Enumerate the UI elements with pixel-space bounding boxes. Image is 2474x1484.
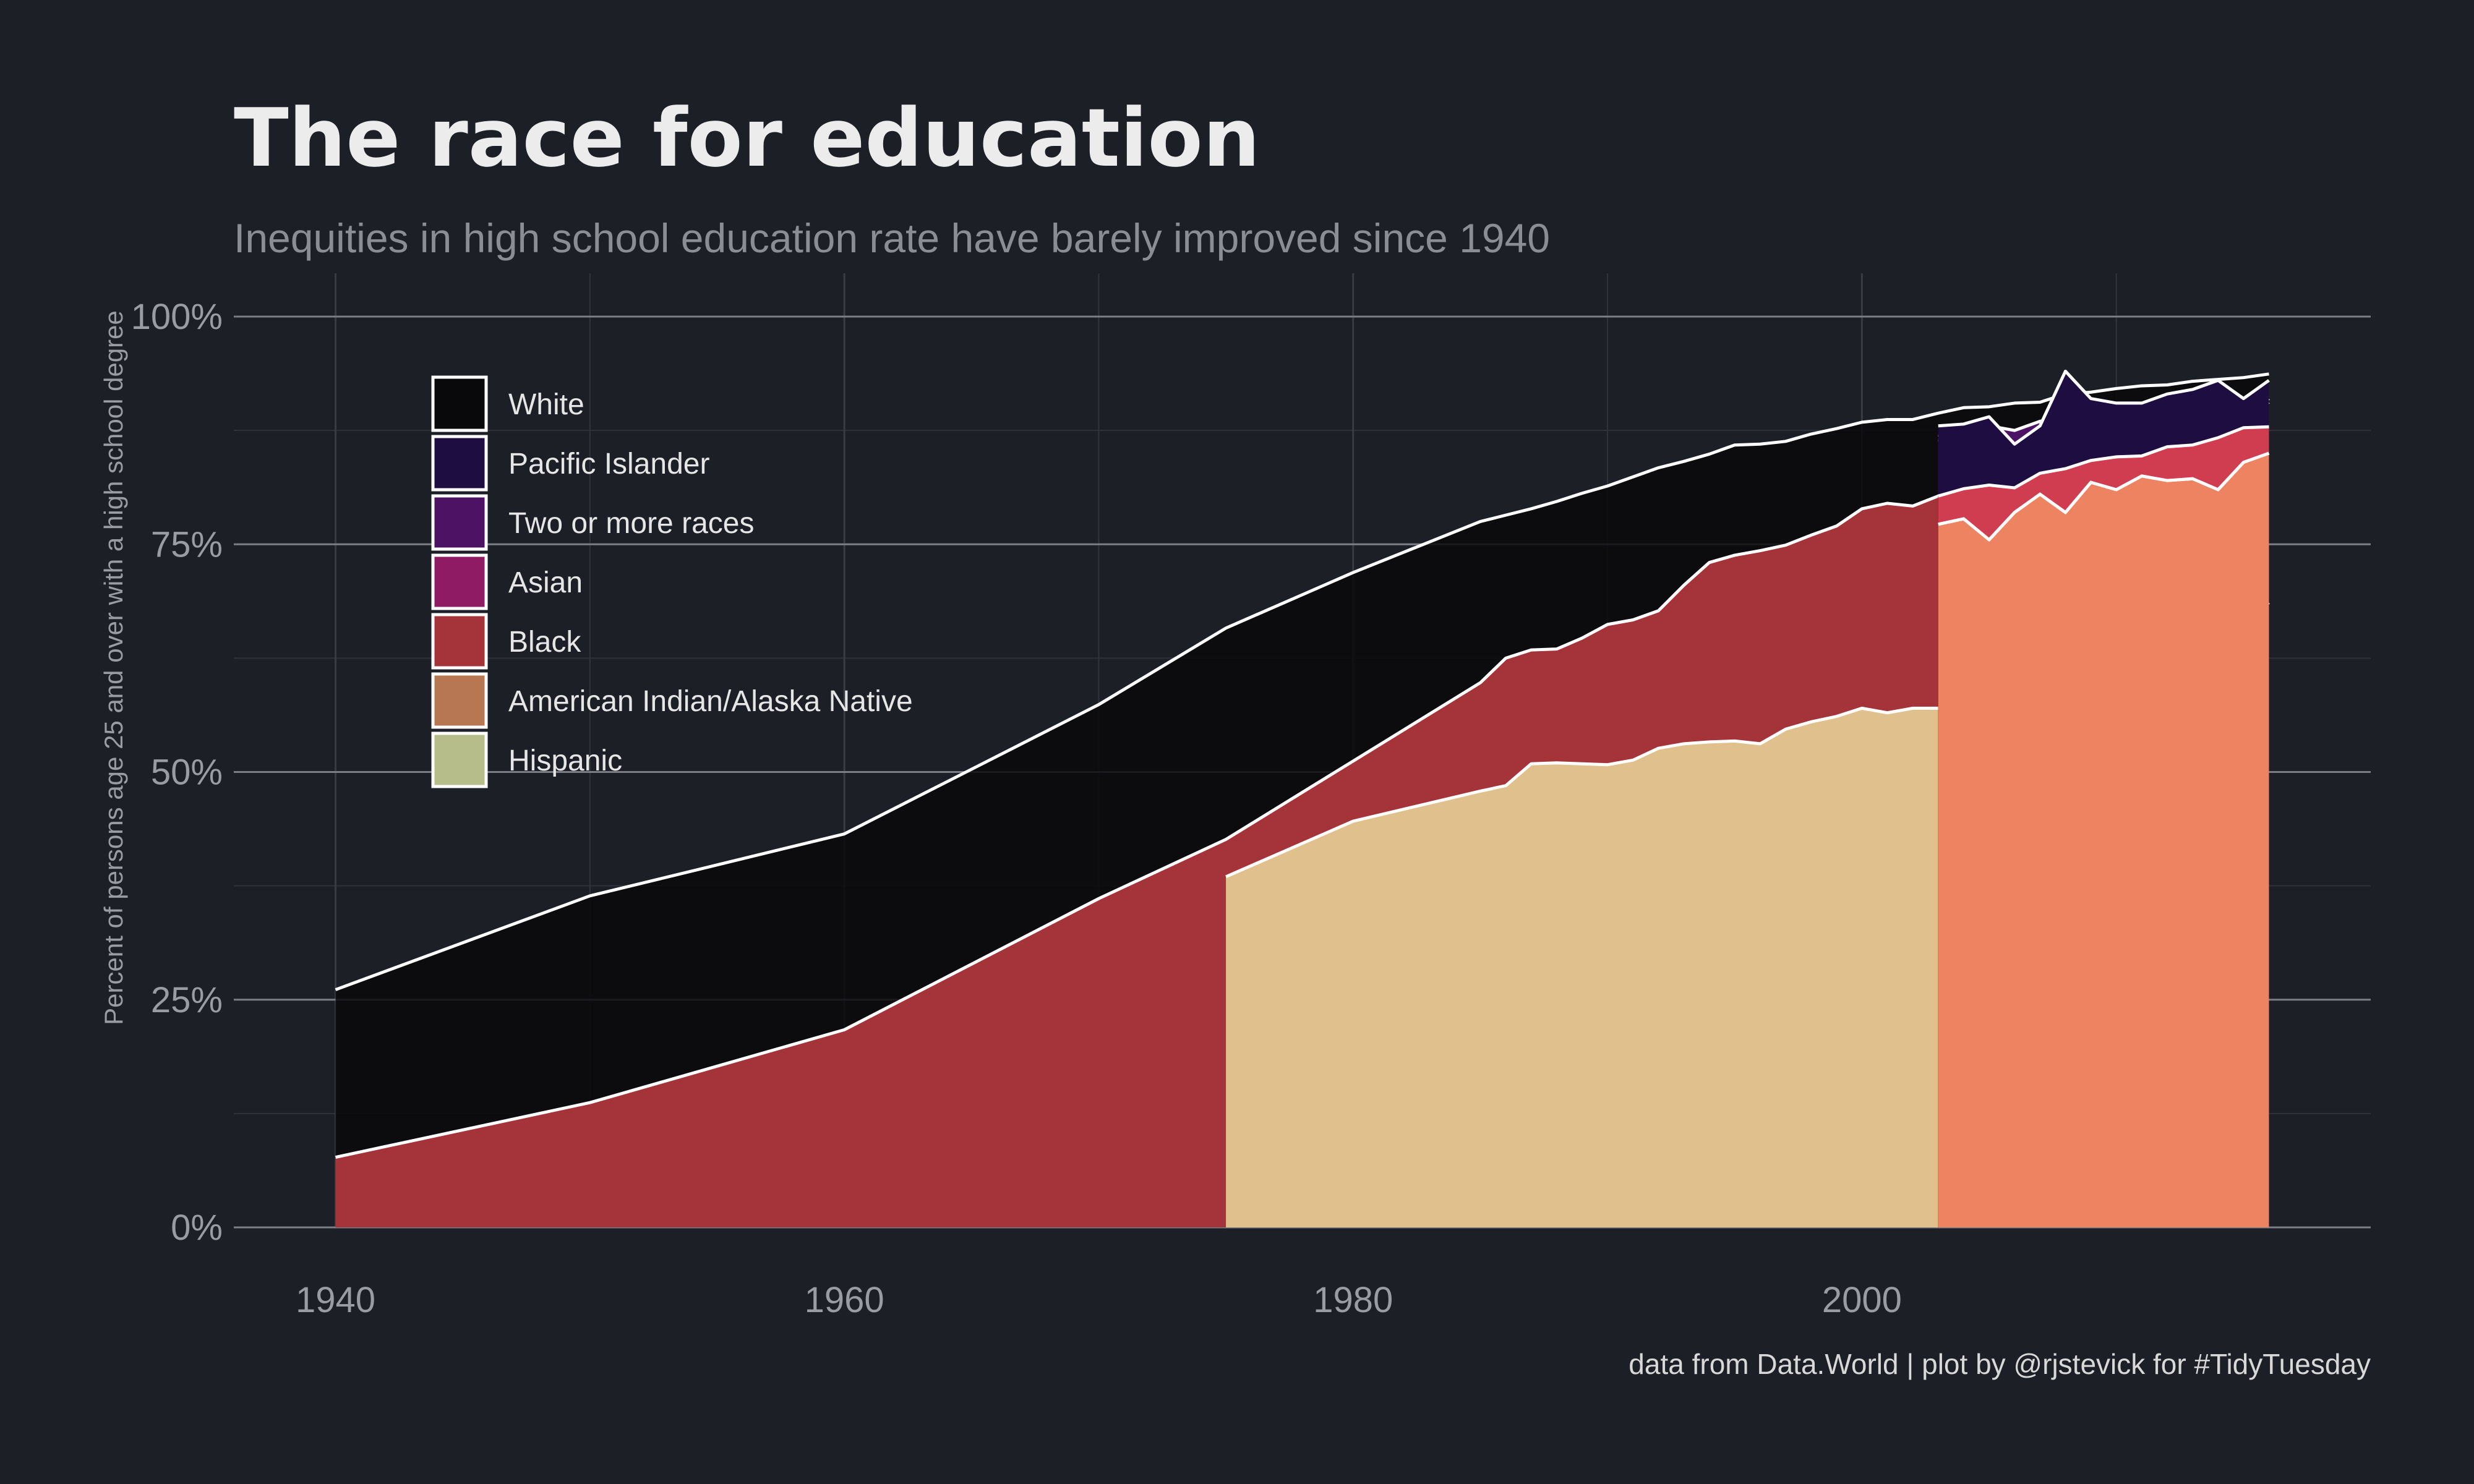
legend-label-black: Black: [508, 626, 581, 659]
x-tick-label: 1960: [805, 1280, 884, 1320]
legend-label-white: White: [508, 388, 584, 421]
y-tick-label: 50%: [151, 753, 223, 793]
line-white: [335, 372, 2269, 991]
x-tick-label: 1980: [1313, 1280, 1393, 1320]
chart-caption: data from Data.World | plot by @rjstevic…: [1629, 1348, 2371, 1380]
legend-swatch-two-or-more-races: [431, 494, 488, 551]
line-black-recent: [1938, 425, 2269, 498]
area-american-indian-alaska-native: [1938, 453, 2269, 1228]
legend-label-american-indian-alaska-native: American Indian/Alaska Native: [508, 685, 913, 718]
area-hispanic: [1226, 708, 1938, 1227]
line-pacific-islander: [1938, 369, 2270, 446]
legend-swatch-pacific-islander: [431, 435, 488, 492]
chart-subtitle: Inequities in high school education rate…: [234, 215, 1550, 261]
y-axis: 0% 25% 50% 75% 100%: [131, 297, 223, 1248]
x-tick-label: 1940: [296, 1280, 375, 1320]
legend-label-pacific-islander: Pacific Islander: [508, 448, 709, 480]
y-tick-label: 0%: [171, 1208, 223, 1248]
legend-swatch-american-indian-alaska-native: [431, 672, 488, 729]
area-black-recent: [1938, 427, 2269, 540]
y-axis-label: Percent of persons age 25 and over with …: [99, 310, 128, 1025]
x-tick-label: 2000: [1822, 1280, 1902, 1320]
y-tick-label: 75%: [151, 524, 223, 565]
legend-swatch-white: [431, 375, 488, 432]
legend-label-two-or-more-races: Two or more races: [508, 507, 754, 540]
legend-label-asian: Asian: [508, 566, 583, 599]
x-axis: 1940 1960 1980 2000: [296, 1280, 1902, 1320]
legend: White Pacific Islander Two or more races As…: [431, 375, 913, 788]
y-tick-label: 100%: [131, 297, 223, 337]
legend-label-hispanic: Hispanic: [508, 744, 622, 777]
legend-swatch-asian: [431, 553, 488, 610]
chart-title: The race for education: [234, 91, 1260, 185]
legend-swatch-black: [431, 613, 488, 670]
y-tick-label: 25%: [151, 980, 223, 1020]
legend-swatch-hispanic: [431, 731, 488, 788]
line-aian-recent: [1938, 451, 2270, 542]
plot-areas: [335, 369, 2270, 1228]
